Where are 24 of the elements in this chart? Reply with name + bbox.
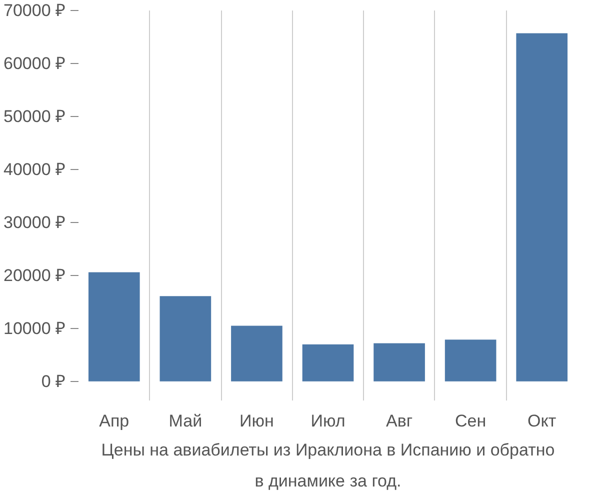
y-tick-label: 60000 ₽ (4, 54, 66, 73)
y-tick-label: 20000 ₽ (4, 266, 66, 285)
x-tick-label: Июл (310, 412, 346, 430)
x-tick-label: Сен (455, 412, 486, 430)
bar (444, 340, 496, 382)
x-tick-label: Авг (386, 412, 413, 430)
y-tick-label: 40000 ₽ (4, 160, 66, 179)
y-tick-label: 70000 ₽ (4, 1, 66, 20)
x-tick-label: Июн (240, 412, 274, 430)
bar (88, 272, 140, 382)
x-tick-label: Окт (528, 412, 556, 430)
bar (231, 326, 282, 382)
text: в динамике за год. (254, 472, 402, 490)
bar (302, 344, 354, 382)
x-tick-label: Апр (99, 412, 130, 430)
x-tick-label: Май (168, 412, 202, 430)
bar (160, 296, 212, 382)
y-tick-label: 0 ₽ (41, 372, 66, 391)
y-tick-label: 50000 ₽ (4, 106, 66, 126)
y-tick-label: 10000 ₽ (4, 318, 66, 338)
bar (516, 33, 568, 382)
text: Цены на авиабилеты из Ираклиона в Испанию и обратно (101, 440, 555, 460)
bar (374, 343, 425, 382)
y-tick-label: 30000 ₽ (4, 212, 66, 232)
